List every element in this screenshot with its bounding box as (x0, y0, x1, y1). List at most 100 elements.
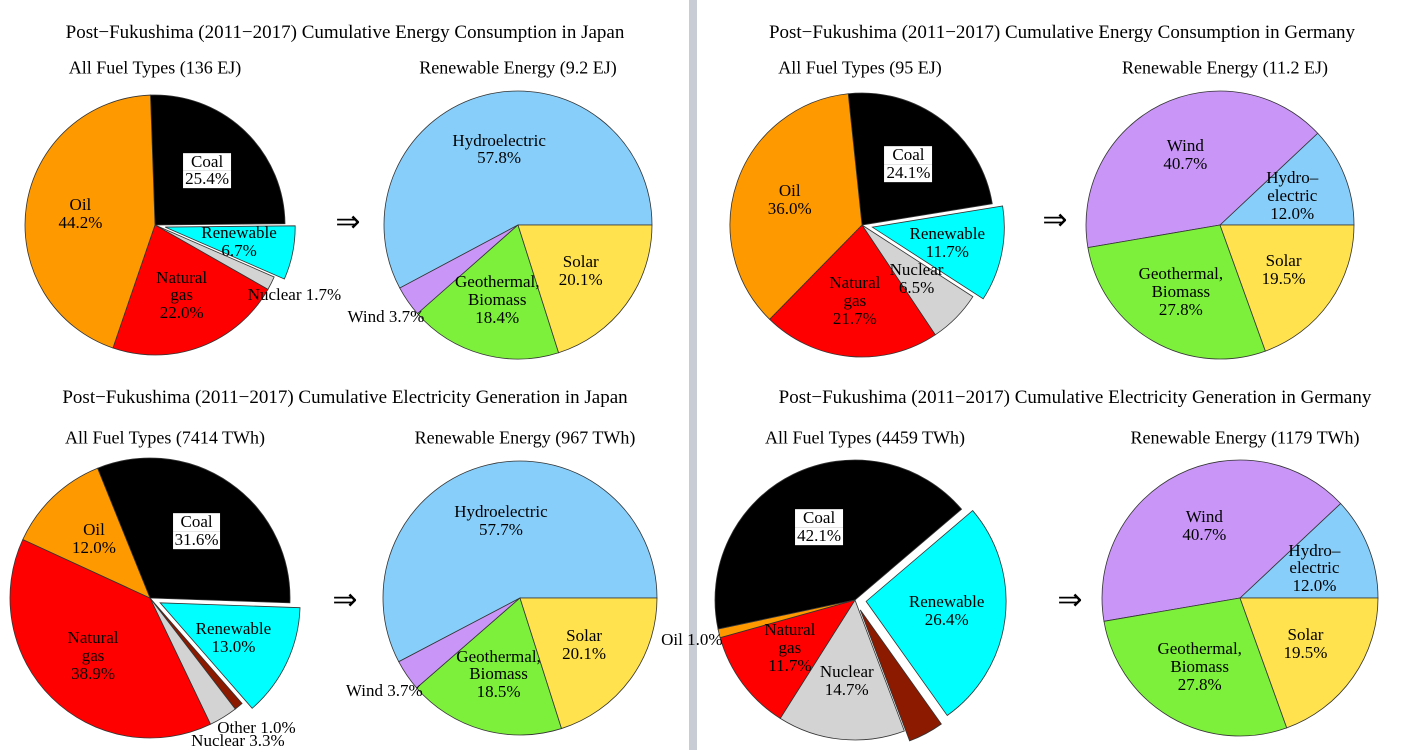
chart-title: All Fuel Types (4459 TWh) (764, 427, 966, 448)
slice-value: 24.1% (884, 163, 933, 183)
slice-label: Hydro– electric 12.0% (1266, 168, 1319, 224)
divider (689, 0, 697, 750)
slice-name: Wind (347, 306, 385, 326)
pie-slice (112, 224, 269, 356)
slice-label: Other 4.1% (900, 749, 978, 750)
slice-label: Coal 25.4% (183, 152, 232, 189)
slice-value: 12.0% (71, 538, 116, 558)
slice-value: 3.3% (249, 731, 285, 750)
chart-title: Renewable Energy (1179 TWh) (1130, 427, 1360, 448)
slice-label: Solar 20.1% (562, 627, 606, 663)
slice-name: Geothermal, Biomass (1157, 639, 1242, 677)
slice-value: 6.7% (221, 241, 257, 261)
slice-value: 27.8% (1158, 300, 1203, 320)
slice-value: 19.5% (1261, 268, 1306, 288)
slice-value: 40.7% (1182, 525, 1227, 545)
slice-name: Coal (795, 509, 844, 528)
slice-label: Renewable 11.7% (910, 225, 986, 261)
pie-slice (383, 90, 653, 289)
slice-label: Natural gas 11.7% (764, 621, 815, 676)
slice-label: Solar 19.5% (1284, 626, 1328, 662)
slice-name: Oil (661, 630, 683, 650)
arrow: ⇒ (1057, 583, 1083, 617)
pie-slice (729, 93, 863, 320)
pie-slice (1219, 224, 1355, 352)
chart-title: Renewable Energy (967 TWh) (414, 427, 636, 448)
slice-name: Other (217, 718, 256, 738)
slice-name: Natural gas (67, 628, 119, 665)
slice-label: Nuclear 6.5% (890, 261, 944, 297)
slice-name: Nuclear (191, 731, 245, 750)
pie-slice (865, 510, 1007, 717)
slice-value: 14.7% (824, 679, 869, 699)
slice-value: 42.1% (795, 526, 844, 546)
slice-value: 6.5% (898, 277, 935, 297)
slice-name: Hydro– electric (1266, 168, 1319, 206)
slice-label: Geothermal, Biomass 18.4% (455, 273, 540, 327)
slice-name: Oil (778, 180, 801, 200)
figure-title: Post−Fukushima (2011−2017) Cumulative En… (768, 22, 1356, 44)
slice-value: 44.2% (58, 212, 103, 232)
pie-slice (871, 205, 1005, 300)
slice-label: Hydroelectric 57.7% (454, 503, 547, 539)
slice-value: 3.7% (387, 680, 423, 700)
slice-value: 21.7% (832, 309, 877, 329)
slice-label: Nuclear 14.7% (820, 663, 874, 699)
slice-value: 1.0% (687, 630, 723, 650)
slice-name: Natural gas (156, 267, 208, 305)
slice-value: 19.5% (1283, 643, 1328, 663)
pie-slice (769, 224, 936, 358)
slice-name: Nuclear (819, 661, 874, 681)
pie-slice (859, 609, 942, 742)
slice-name: Renewable (195, 618, 272, 638)
arrow: ⇒ (1042, 203, 1068, 237)
pie-slice (22, 467, 151, 599)
chart-title: Renewable Energy (11.2 EJ) (1122, 57, 1328, 78)
pie-slice (416, 597, 563, 736)
slice-name: Solar (566, 626, 603, 646)
slice-name: Renewable (201, 223, 277, 243)
slice-label: Oil 36.0% (768, 182, 812, 218)
slice-value: 20.1% (562, 643, 607, 663)
slice-value: 3.7% (388, 306, 425, 326)
slice-value: 11.7% (768, 656, 812, 676)
slice-name: Coal (884, 146, 933, 165)
arrow: ⇒ (335, 205, 361, 239)
slice-label: Geothermal, Biomass 18.5% (456, 647, 541, 702)
slice-value: 31.6% (172, 530, 221, 550)
pie-slice (1087, 224, 1266, 360)
slice-name: Coal (183, 152, 232, 171)
slice-value: 36.0% (767, 198, 812, 218)
slice-name: Oil (83, 520, 105, 540)
slice-label: Solar 19.5% (1261, 251, 1306, 288)
slice-value: 40.7% (1163, 154, 1208, 174)
slice-label: Natural gas 22.0% (156, 267, 208, 323)
slice-label: Coal 42.1% (795, 509, 844, 546)
pie-slice (1085, 90, 1319, 249)
slice-value: 18.5% (476, 682, 521, 702)
pie-slice (159, 602, 301, 709)
slice-value: 57.8% (477, 148, 522, 168)
slice-label: Oil 44.2% (58, 196, 102, 232)
figure-title: Post−Fukushima (2011−2017) Cumulative El… (62, 387, 628, 409)
slice-name: Hydro– electric (1288, 540, 1341, 578)
slice-label: Coal 24.1% (884, 146, 933, 183)
slice-name: Solar (1287, 625, 1324, 645)
slice-value: 13.0% (211, 636, 256, 656)
slice-name: Hydroelectric (452, 130, 546, 150)
slice-name: Wind (1166, 136, 1204, 156)
slice-value: 27.8% (1177, 675, 1222, 695)
pie-slice (9, 538, 212, 739)
slice-label: Wind 3.7% (347, 306, 425, 326)
slice-name: Renewable (908, 592, 985, 612)
pie-slice (517, 224, 653, 354)
slice-name: Solar (562, 252, 599, 272)
slice-name: Wind (1185, 507, 1223, 527)
slice-value: 4.1% (943, 748, 978, 750)
slice-name: Natural gas (829, 273, 881, 311)
slice-label: Other 1.0% (217, 719, 295, 737)
slice-name: Nuclear (247, 284, 302, 304)
slice-label: Renewable 6.7% (201, 224, 277, 260)
